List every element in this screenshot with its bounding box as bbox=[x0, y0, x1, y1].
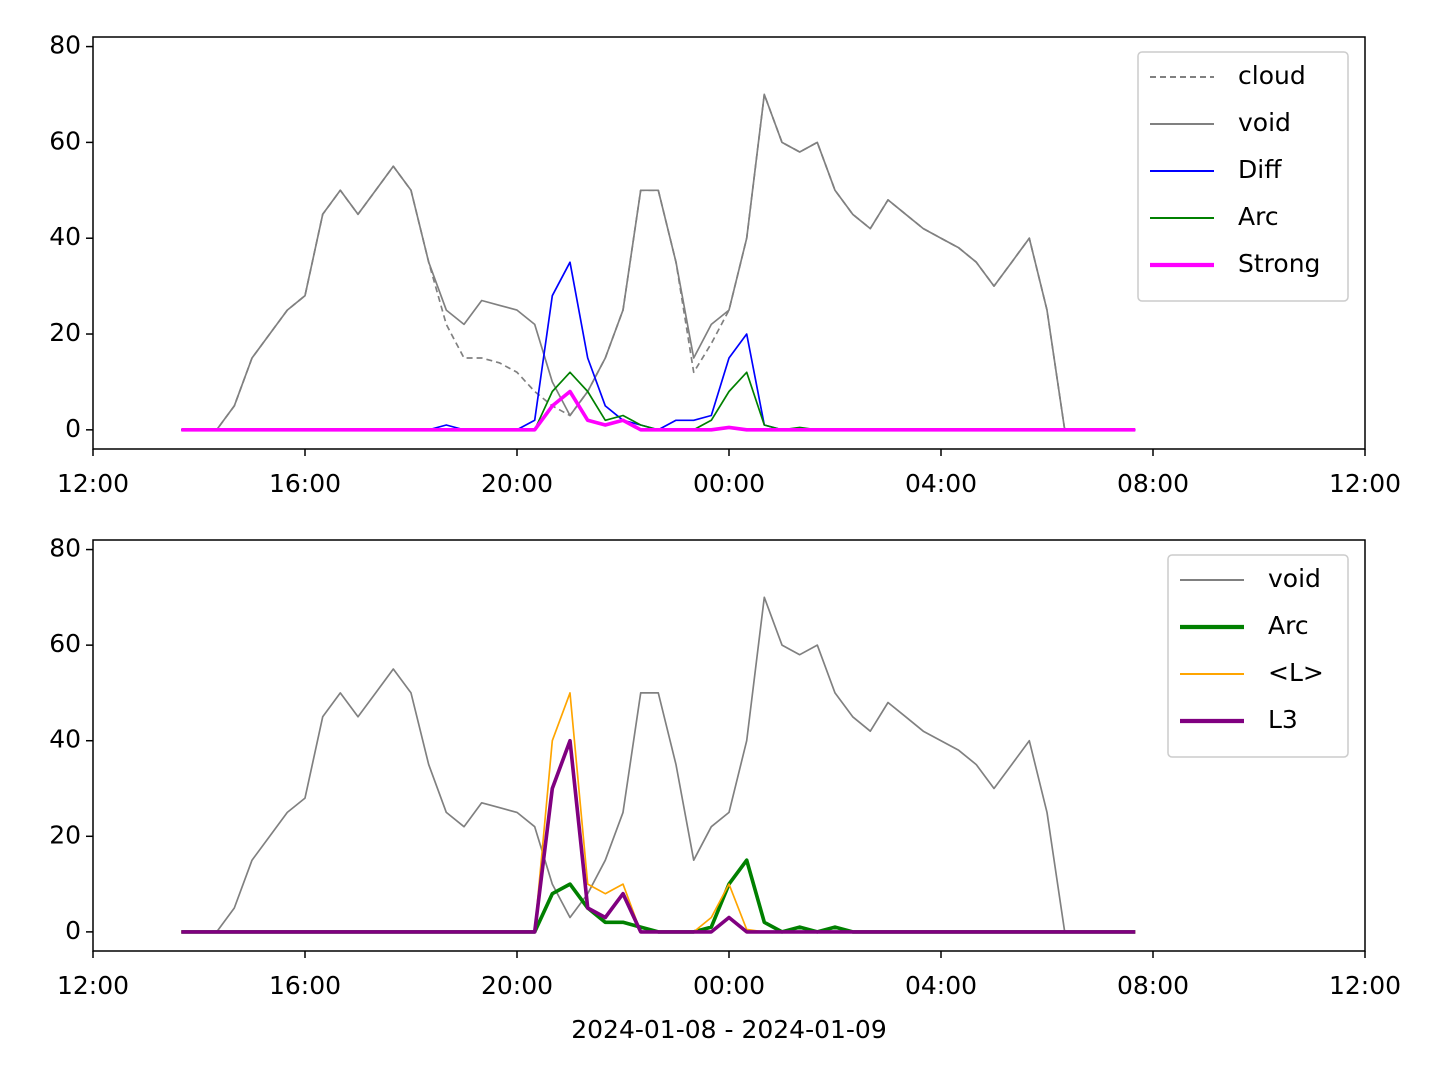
series-line bbox=[181, 858, 1136, 934]
legend-box bbox=[1167, 554, 1349, 758]
x-tick-label: 20:00 bbox=[481, 971, 553, 1000]
x-tick-label: 12:00 bbox=[1329, 971, 1401, 1000]
plot-area bbox=[181, 596, 1136, 934]
series-line bbox=[181, 93, 1136, 431]
x-tick-label: 08:00 bbox=[1117, 469, 1189, 498]
x-tick-label: 00:00 bbox=[693, 971, 765, 1000]
y-tick-label: 40 bbox=[49, 222, 81, 251]
legend-label: void bbox=[1238, 108, 1291, 137]
series-line bbox=[181, 389, 1136, 432]
x-tick-label: 12:00 bbox=[57, 469, 129, 498]
y-tick-label: 80 bbox=[49, 534, 81, 563]
x-tick-label: 12:00 bbox=[1329, 469, 1401, 498]
legend-box bbox=[1137, 51, 1349, 302]
y-tick-label: 0 bbox=[65, 414, 81, 443]
legend-label: Arc bbox=[1268, 611, 1309, 640]
y-tick-label: 60 bbox=[49, 629, 81, 658]
legend-label: <L> bbox=[1268, 658, 1324, 687]
series-line bbox=[181, 93, 1136, 431]
legend-label: void bbox=[1268, 564, 1321, 593]
y-tick-label: 40 bbox=[49, 725, 81, 754]
x-tick-label: 00:00 bbox=[693, 469, 765, 498]
series-line bbox=[181, 692, 1136, 933]
x-tick-label: 16:00 bbox=[269, 971, 341, 1000]
plot-area bbox=[181, 93, 1136, 432]
x-tick-label: 04:00 bbox=[905, 971, 977, 1000]
x-tick-label: 04:00 bbox=[905, 469, 977, 498]
axes-frame bbox=[92, 539, 1366, 952]
y-tick-label: 60 bbox=[49, 126, 81, 155]
legend-label: Diff bbox=[1238, 155, 1282, 184]
legend-label: Arc bbox=[1238, 202, 1279, 231]
y-tick-label: 20 bbox=[49, 820, 81, 849]
y-tick-label: 0 bbox=[65, 916, 81, 945]
legend-label: cloud bbox=[1238, 61, 1306, 90]
series-line bbox=[181, 261, 1136, 431]
series-line bbox=[181, 371, 1136, 431]
series-line bbox=[181, 738, 1136, 934]
x-tick-label: 20:00 bbox=[481, 469, 553, 498]
y-tick-label: 80 bbox=[49, 31, 81, 60]
legend-label: L3 bbox=[1268, 705, 1298, 734]
x-tick-label: 12:00 bbox=[57, 971, 129, 1000]
x-axis-label: 2024-01-08 - 2024-01-09 bbox=[571, 1015, 887, 1044]
axes-frame bbox=[92, 36, 1366, 450]
x-tick-label: 08:00 bbox=[1117, 971, 1189, 1000]
series-line bbox=[181, 596, 1136, 933]
legend-label: Strong bbox=[1238, 249, 1320, 278]
x-tick-label: 16:00 bbox=[269, 469, 341, 498]
y-tick-label: 20 bbox=[49, 318, 81, 347]
